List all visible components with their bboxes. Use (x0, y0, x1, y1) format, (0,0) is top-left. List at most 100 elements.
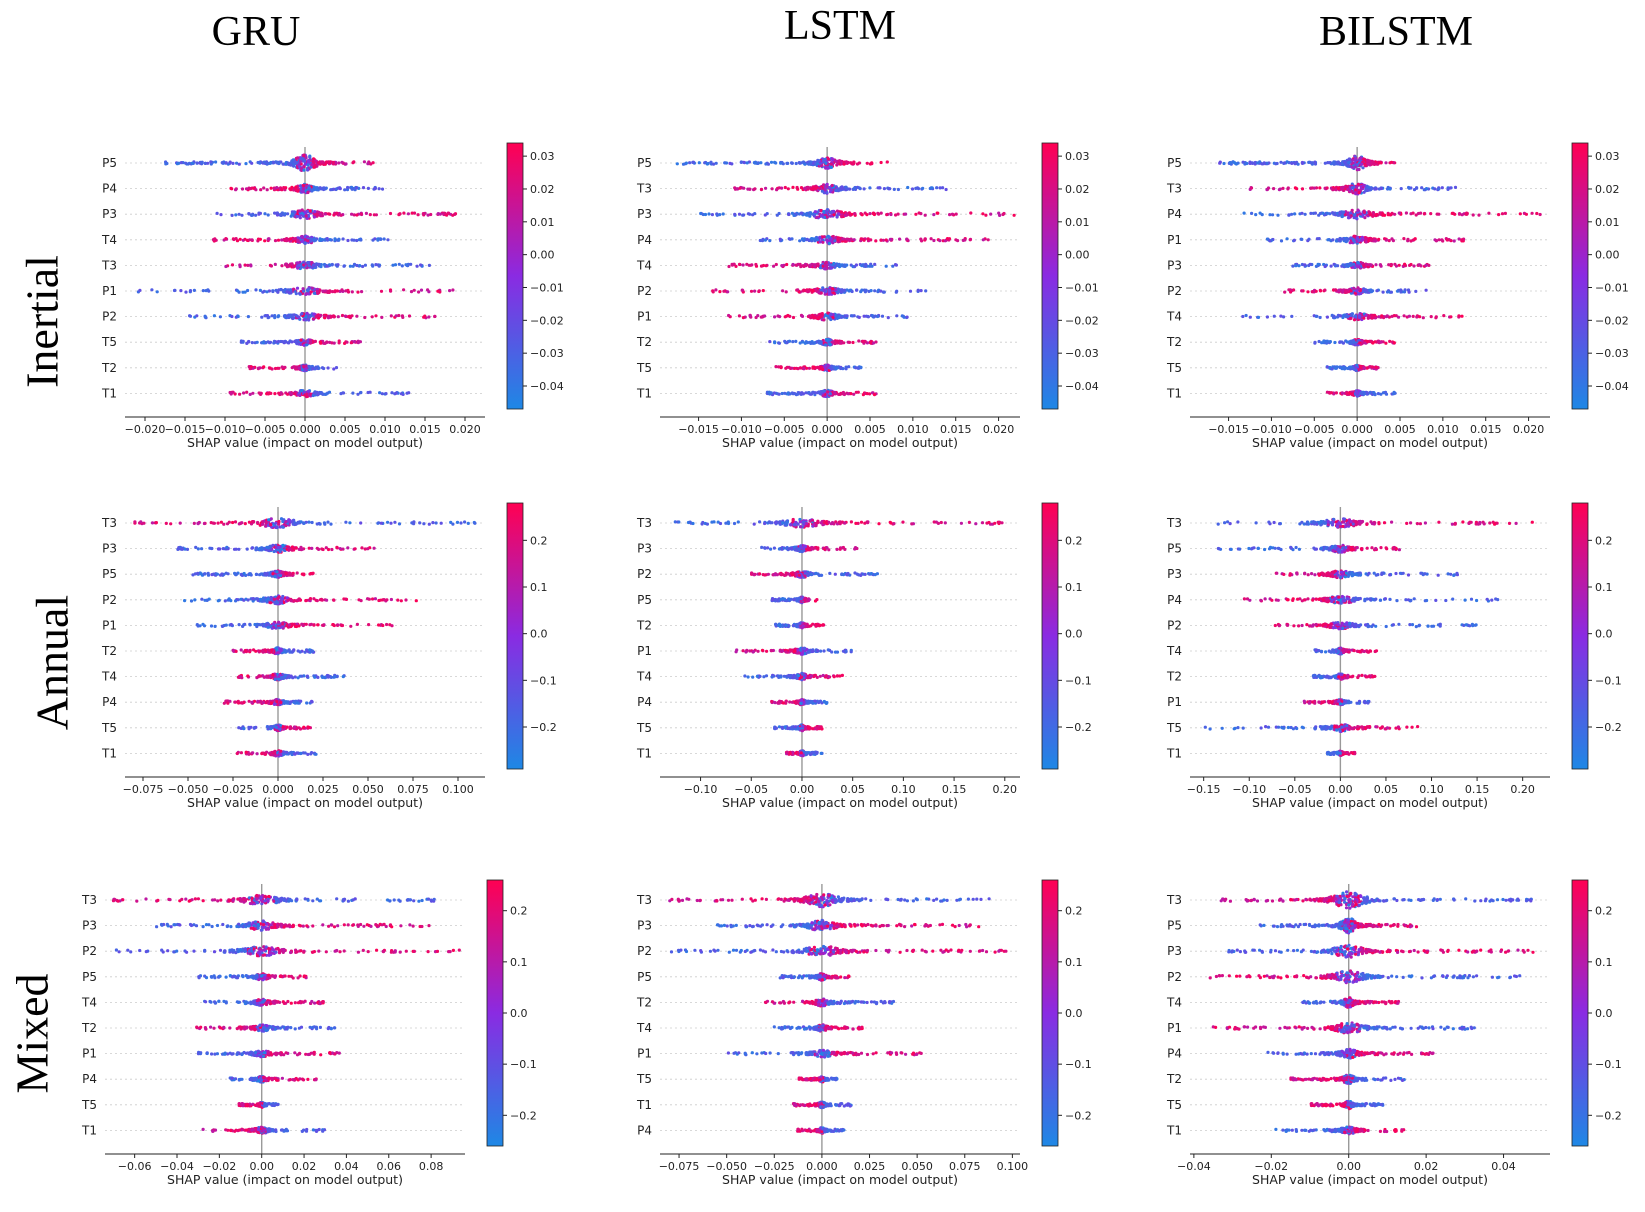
shap-point (735, 187, 739, 191)
shap-point (739, 160, 743, 164)
shap-point (1358, 314, 1362, 318)
shap-point (321, 289, 325, 293)
shap-point (258, 288, 262, 292)
shap-point (268, 366, 272, 370)
feature-points-T3 (224, 260, 431, 271)
shap-point (756, 161, 760, 165)
shap-point (1356, 208, 1360, 212)
shap-point (1348, 262, 1352, 266)
shap-point (288, 187, 292, 191)
shap-point (366, 162, 370, 166)
shap-point (245, 341, 249, 345)
shap-point (334, 366, 339, 370)
shap-point (224, 237, 228, 241)
colorbar (1571, 142, 1589, 410)
shap-point (232, 237, 236, 242)
shap-point (1361, 157, 1366, 161)
shap-point (1350, 189, 1354, 193)
shap-point (896, 212, 900, 216)
shap-point (831, 315, 835, 320)
shap-point (1318, 186, 1322, 190)
shap-point (1300, 237, 1304, 241)
shap-point (814, 288, 818, 293)
shap-point (1384, 161, 1388, 165)
shap-point (1287, 213, 1291, 217)
shap-point (336, 315, 340, 319)
shap-point (715, 213, 719, 217)
feature-points-T5 (1325, 363, 1380, 373)
shap-point (860, 237, 864, 241)
shap-point (874, 239, 878, 243)
shap-point (301, 287, 305, 291)
shap-point (290, 262, 294, 266)
shap-point (1422, 212, 1426, 216)
colorbar-tick-label: 0.03 (1065, 150, 1090, 163)
shap-point (1300, 262, 1304, 267)
shap-point (344, 520, 348, 524)
shap-point (917, 211, 921, 215)
shap-point (328, 212, 332, 216)
shap-point (921, 186, 925, 190)
feature-points-T1 (765, 388, 878, 399)
feature-points-P1 (727, 311, 909, 322)
shap-point (337, 161, 341, 165)
shap-point (742, 160, 746, 164)
shap-point (1361, 290, 1365, 294)
shap-point (133, 520, 137, 524)
shap-point (1385, 314, 1389, 318)
shap-point (296, 238, 300, 242)
shap-point (277, 314, 281, 318)
shap-point (884, 264, 888, 268)
feature-label: T5 (1166, 361, 1182, 375)
shap-point (1393, 212, 1397, 216)
shap-point (1383, 237, 1387, 241)
colorbar-tick-label: −0.03 (1595, 347, 1629, 360)
shap-point (203, 315, 207, 319)
shap-point (1381, 290, 1385, 294)
shap-point (825, 215, 829, 219)
shap-point (1336, 186, 1340, 190)
shap-point (242, 391, 246, 395)
shap-point (466, 521, 470, 525)
shap-point (923, 213, 927, 217)
shap-point (1233, 161, 1237, 165)
shap-point (293, 237, 297, 241)
shap-point (394, 391, 398, 395)
shap-point (1265, 188, 1269, 192)
shap-point (172, 288, 177, 293)
shap-point (806, 185, 810, 189)
shap-point (448, 289, 452, 293)
shap-point (848, 288, 852, 292)
shap-point (829, 312, 833, 316)
shap-point (1363, 392, 1367, 396)
shap-point (330, 262, 334, 267)
shap-point (1471, 213, 1475, 217)
shap-point (303, 159, 307, 163)
shap-point (787, 212, 791, 217)
shap-point (1334, 391, 1338, 395)
shap-point (1283, 290, 1287, 294)
shap-point (333, 290, 337, 294)
shap-point (832, 261, 836, 266)
shap-point (936, 211, 940, 215)
shap-point (681, 162, 686, 166)
shap-point (307, 389, 311, 393)
shap-point (282, 290, 286, 294)
shap-point (1254, 213, 1258, 217)
shap-point (838, 159, 842, 163)
shap-point (1340, 391, 1345, 395)
shap-point (938, 186, 942, 190)
shap-point (834, 188, 838, 192)
shap-point (321, 160, 325, 164)
shap-point (1440, 238, 1444, 242)
shap-point (833, 341, 837, 345)
shap-point (839, 366, 843, 371)
shap-point (751, 213, 755, 217)
shap-point (906, 185, 910, 190)
shap-point (826, 364, 830, 368)
shap-point (296, 156, 300, 160)
shap-point (812, 214, 816, 218)
x-tick-label: 0.005 (1384, 423, 1416, 436)
shap-point (705, 162, 709, 166)
